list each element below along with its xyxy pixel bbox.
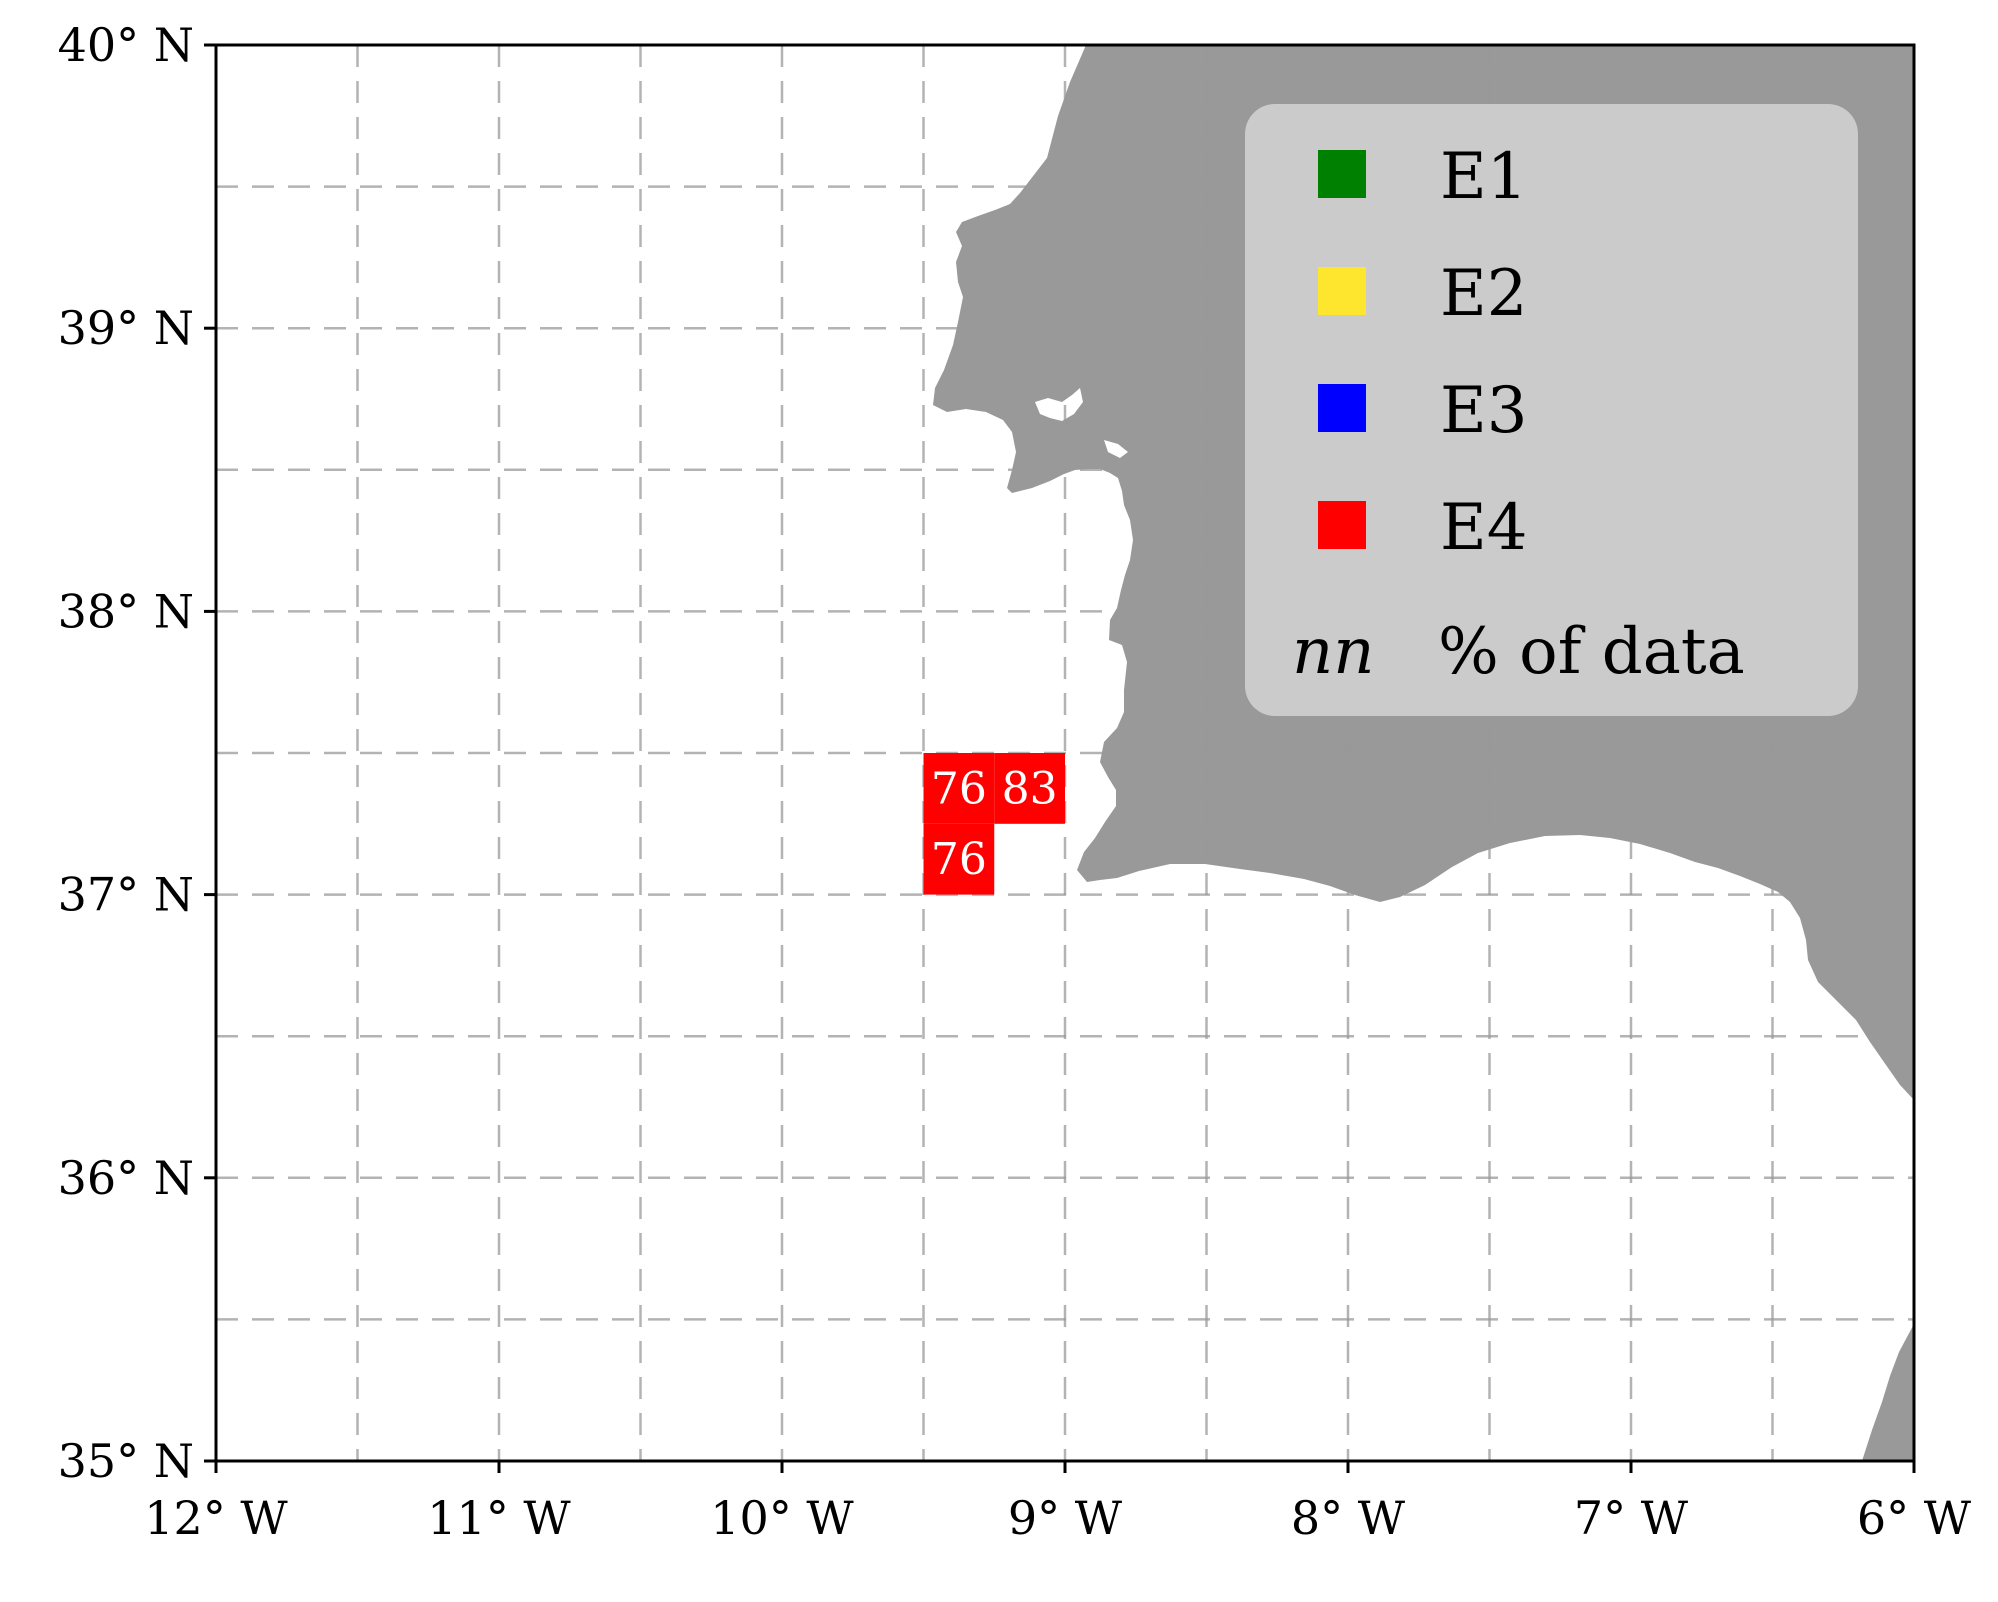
- legend-box: [1245, 104, 1858, 716]
- legend-swatch-e1: [1318, 150, 1366, 198]
- x-tick-label: 6° W: [1857, 1491, 1972, 1545]
- data-cell-value: 76: [931, 763, 987, 814]
- x-axis: 12° W 11° W 10° W 9° W 8° W 7° W 6° W: [144, 1461, 1972, 1545]
- y-tick-label: 35° N: [58, 1434, 194, 1488]
- legend-swatch-e2: [1318, 267, 1366, 315]
- data-cell-value: 83: [1002, 763, 1058, 814]
- y-tick-label: 37° N: [58, 868, 194, 922]
- y-tick-label: 36° N: [58, 1151, 194, 1205]
- legend-label-e1: E1: [1440, 140, 1527, 214]
- legend-note-label: % of data: [1438, 615, 1745, 689]
- legend-swatch-e4: [1318, 501, 1366, 549]
- legend-label-e2: E2: [1440, 257, 1527, 331]
- y-tick-label: 39° N: [58, 301, 194, 355]
- data-cells: 76 83 76: [923, 753, 1065, 895]
- x-tick-label: 9° W: [1008, 1491, 1123, 1545]
- legend-note-symbol: nn: [1292, 615, 1374, 689]
- x-tick-label: 11° W: [427, 1491, 571, 1545]
- y-axis: 40° N 39° N 38° N 37° N 36° N 35° N: [58, 18, 216, 1488]
- x-tick-label: 12° W: [144, 1491, 288, 1545]
- x-tick-label: 7° W: [1574, 1491, 1689, 1545]
- data-cell-e4: [923, 823, 995, 895]
- x-tick-label: 10° W: [710, 1491, 854, 1545]
- legend-label-e4: E4: [1440, 491, 1527, 565]
- land-north-africa: [1862, 1324, 1914, 1461]
- y-tick-label: 40° N: [58, 18, 194, 72]
- y-tick-label: 38° N: [58, 584, 194, 638]
- data-cell-e4: [923, 753, 995, 824]
- legend-label-e3: E3: [1440, 374, 1527, 448]
- data-cell-e4: [994, 753, 1065, 824]
- data-cell-value: 76: [931, 834, 987, 885]
- x-tick-label: 8° W: [1291, 1491, 1406, 1545]
- legend: E1 E2 E3 E4 nn % of data: [1245, 104, 1858, 716]
- legend-swatch-e3: [1318, 384, 1366, 432]
